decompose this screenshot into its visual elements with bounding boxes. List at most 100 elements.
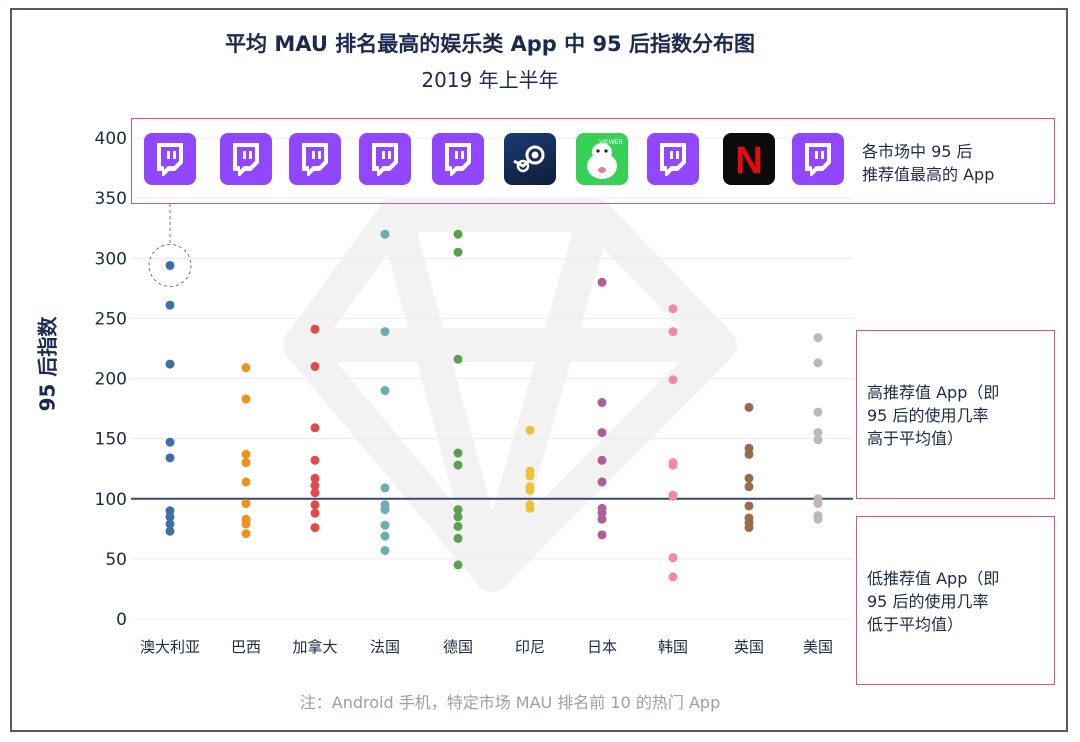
data-point — [241, 363, 251, 373]
top-apps-annotation-label: 各市场中 95 后 推荐值最高的 App — [862, 142, 995, 184]
data-point — [310, 324, 320, 334]
low-recommendation-annotation: 低推荐值 App（即 95 后的使用几率 低于平均值） — [856, 516, 1055, 685]
data-point — [310, 455, 320, 465]
y-tick-label: 350 — [95, 189, 127, 209]
data-point — [744, 482, 754, 492]
data-point — [453, 505, 463, 515]
twitch-icon — [359, 133, 411, 185]
data-point — [310, 423, 320, 433]
data-point — [380, 386, 390, 396]
data-point — [668, 460, 678, 470]
data-point — [668, 327, 678, 337]
data-point — [241, 458, 251, 468]
data-point — [380, 545, 390, 555]
data-point — [310, 481, 320, 491]
data-point — [744, 523, 754, 533]
data-point — [380, 531, 390, 541]
data-point — [241, 529, 251, 539]
data-point — [597, 514, 607, 524]
data-point — [744, 501, 754, 511]
twitch-icon — [432, 133, 484, 185]
data-point — [165, 260, 175, 270]
data-point — [380, 520, 390, 530]
svg-text:N: N — [735, 140, 762, 179]
data-point — [525, 425, 535, 435]
data-point — [241, 449, 251, 459]
data-point — [744, 449, 754, 459]
data-point — [597, 428, 607, 438]
x-category-label: 加拿大 — [292, 638, 337, 656]
data-point — [380, 483, 390, 493]
data-point — [525, 485, 535, 495]
data-point — [525, 503, 535, 513]
data-point — [453, 448, 463, 458]
y-tick-label: 0 — [116, 610, 127, 630]
high-recommendation-text: 高推荐值 App（即 95 后的使用几率 高于平均值） — [867, 383, 1000, 448]
x-category-label: 德国 — [443, 638, 473, 656]
data-point — [165, 526, 175, 536]
y-tick-label: 400 — [95, 129, 127, 149]
y-tick-label: 250 — [95, 309, 127, 329]
y-tick-label: 300 — [95, 249, 127, 269]
data-point — [813, 407, 823, 417]
data-point — [668, 491, 678, 501]
data-point — [453, 560, 463, 570]
data-point — [597, 477, 607, 487]
footnote: 注：Android 手机，特定市场 MAU 排名前 10 的热门 App — [299, 693, 721, 712]
high-recommendation-annotation: 高推荐值 App（即 95 后的使用几率 高于平均值） — [856, 330, 1055, 499]
data-point — [668, 572, 678, 582]
data-point — [813, 514, 823, 524]
x-category-label: 英国 — [734, 638, 764, 656]
data-point — [813, 499, 823, 509]
y-tick-label: 200 — [95, 370, 127, 390]
x-category-label: 美国 — [803, 638, 833, 656]
data-point — [813, 428, 823, 438]
top-apps-annotation-text: 各市场中 95 后 推荐值最高的 App — [862, 140, 994, 186]
data-point — [453, 512, 463, 522]
data-point — [310, 488, 320, 498]
data-point — [310, 473, 320, 483]
low-recommendation-text: 低推荐值 App（即 95 后的使用几率 低于平均值） — [867, 569, 1000, 634]
data-point — [744, 473, 754, 483]
data-point — [453, 533, 463, 543]
data-point — [310, 361, 320, 371]
data-point — [813, 333, 823, 343]
watermark-logo — [283, 198, 737, 592]
data-point — [380, 327, 390, 337]
data-point — [165, 300, 175, 310]
chart-subtitle: 2019 年上半年 — [421, 68, 559, 92]
chart-title: 平均 MAU 排名最高的娱乐类 App 中 95 后指数分布图 — [225, 32, 755, 56]
viewer-icon: VIEWER — [576, 133, 628, 185]
data-point — [380, 229, 390, 239]
y-tick-label: 100 — [95, 490, 127, 510]
x-category-label: 印尼 — [515, 638, 545, 656]
x-category-label: 日本 — [587, 638, 617, 656]
data-point — [165, 453, 175, 463]
data-point — [668, 375, 678, 385]
netflix-icon: N — [723, 133, 775, 185]
data-point — [310, 523, 320, 533]
data-point — [744, 402, 754, 412]
data-point — [241, 477, 251, 487]
top-apps-annotation-box — [131, 118, 1055, 204]
data-point — [813, 435, 823, 445]
data-point — [165, 359, 175, 369]
twitch-icon — [144, 133, 196, 185]
data-point — [453, 229, 463, 239]
data-point — [241, 499, 251, 509]
data-point — [453, 247, 463, 257]
data-point — [380, 505, 390, 515]
twitch-icon — [647, 133, 699, 185]
data-point — [597, 398, 607, 408]
data-point — [597, 455, 607, 465]
data-point — [165, 512, 175, 522]
data-point — [525, 471, 535, 481]
steam-icon — [504, 133, 556, 185]
data-point — [310, 500, 320, 510]
data-point — [813, 358, 823, 368]
data-point — [241, 394, 251, 404]
twitch-icon — [792, 133, 844, 185]
data-point — [668, 553, 678, 563]
twitch-icon — [289, 133, 341, 185]
